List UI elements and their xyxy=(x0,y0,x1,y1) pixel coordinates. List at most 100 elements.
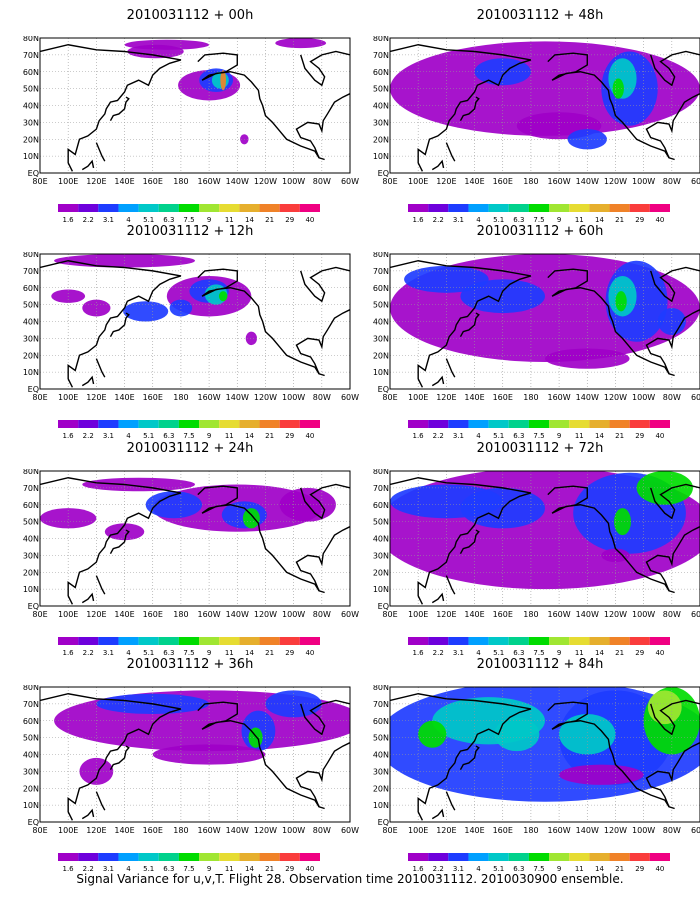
colorbar-swatch xyxy=(199,637,220,645)
coastline xyxy=(40,477,350,605)
colorbar: 1.6 2.2 3.1 4 5.1 6.3 7.5 9 11 14 21 29 40 xyxy=(58,853,320,873)
longitude-label: 160W xyxy=(547,393,570,402)
colorbar-level-label: 9 xyxy=(207,649,211,657)
longitude-label: 160E xyxy=(493,393,513,402)
colorbar: 1.6 2.2 3.1 4 5.1 6.3 7.5 9 11 14 21 29 40 xyxy=(58,420,320,440)
colorbar-swatch xyxy=(78,420,99,428)
longitude-label: 180 xyxy=(523,826,538,835)
map-gridlines xyxy=(390,687,700,822)
colorbar-level-label: 6.3 xyxy=(163,649,174,657)
latitude-label: EQ xyxy=(378,602,389,611)
colorbar-level-label: 1.6 xyxy=(413,649,425,657)
latitude-label: 80N xyxy=(23,36,39,43)
colorbar-swatch xyxy=(299,853,320,861)
longitude-label: 140E xyxy=(114,610,134,619)
map-gridlines xyxy=(390,471,700,606)
longitude-label: 80E xyxy=(32,393,47,402)
colorbar-level-label: 9 xyxy=(557,432,561,440)
forecast-panel: 2010031112 + 24h 80N 70N 60N 50N 40N 30N 20N 10N… xyxy=(20,441,360,659)
colorbar-swatch xyxy=(219,420,240,428)
longitude-label: 80E xyxy=(32,610,47,619)
colorbar-level-label: 1.6 xyxy=(63,649,75,657)
colorbar-swatch xyxy=(589,853,610,861)
colorbar-swatch xyxy=(488,420,509,428)
colorbar-level-label: 40 xyxy=(655,649,664,657)
longitude-label: 80W xyxy=(663,177,681,186)
longitude-label: 120E xyxy=(86,826,106,835)
longitude-label: 120E xyxy=(86,610,106,619)
forecast-panel: 2010031112 + 12h 80N 70N 60N 50N 40N 30N 20N 10N… xyxy=(20,224,360,442)
colorbar-level-label: 5.1 xyxy=(143,649,154,657)
longitude-label: 140W xyxy=(226,393,249,402)
colorbar-swatch xyxy=(528,853,550,861)
longitude-label: 140E xyxy=(464,610,484,619)
colorbar-level-label: 40 xyxy=(305,216,314,224)
colorbar-level-label: 2.2 xyxy=(83,216,94,224)
longitude-label: 100E xyxy=(408,393,428,402)
longitude-label: 140W xyxy=(226,826,249,835)
latitude-label: 50N xyxy=(373,301,389,310)
latitude-label: 30N xyxy=(23,551,39,560)
colorbar-level-label: 11 xyxy=(575,865,584,873)
colorbar-swatch xyxy=(98,420,119,428)
latitude-label: EQ xyxy=(28,818,39,827)
longitude-label: 80W xyxy=(663,826,681,835)
colorbar-swatch xyxy=(528,204,550,212)
colorbar-swatch xyxy=(178,637,200,645)
latitude-label: 30N xyxy=(23,767,39,776)
colorbar-level-label: 4 xyxy=(126,865,131,873)
longitude-label: 160W xyxy=(197,177,220,186)
colorbar-swatch xyxy=(508,420,529,428)
latitude-label: 80N xyxy=(23,469,39,476)
colorbar-level-label: 14 xyxy=(245,216,254,224)
latitude-label: 30N xyxy=(373,767,389,776)
latitude-label: 20N xyxy=(23,351,39,360)
variance-field xyxy=(40,477,336,541)
latitude-label: 70N xyxy=(373,51,389,60)
colorbar-level-label: 21 xyxy=(265,865,274,873)
colorbar-level-label: 7.5 xyxy=(533,216,544,224)
colorbar-level-label: 7.5 xyxy=(533,649,544,657)
colorbar-swatch xyxy=(239,204,260,212)
latitude-label: 30N xyxy=(23,118,39,127)
colorbar-swatch xyxy=(158,853,179,861)
latitude-label: EQ xyxy=(378,385,389,394)
colorbar-swatch xyxy=(58,637,79,645)
colorbar-swatch xyxy=(549,420,570,428)
coastline xyxy=(390,693,700,821)
latitude-label: 70N xyxy=(23,51,39,60)
colorbar-swatch xyxy=(468,204,489,212)
latitude-label: 70N xyxy=(373,267,389,276)
colorbar-level-label: 1.6 xyxy=(63,432,75,440)
colorbar-swatch xyxy=(279,637,300,645)
longitude-label: 160E xyxy=(143,393,163,402)
colorbar-swatch xyxy=(239,853,260,861)
colorbar-swatch xyxy=(589,637,610,645)
latitude-label: 70N xyxy=(23,267,39,276)
latitude-label: 80N xyxy=(373,685,389,692)
latitude-label: 50N xyxy=(23,518,39,527)
colorbar-swatch xyxy=(158,420,179,428)
colorbar-level-label: 7.5 xyxy=(183,432,194,440)
latitude-label: 60N xyxy=(373,284,389,293)
latitude-label: EQ xyxy=(28,385,39,394)
longitude-label: 120E xyxy=(436,610,456,619)
colorbar-swatch xyxy=(468,853,489,861)
variance-contour xyxy=(636,471,693,505)
latitude-label: 20N xyxy=(23,784,39,793)
longitude-label: 80W xyxy=(663,610,681,619)
latitude-label: 80N xyxy=(373,36,389,43)
colorbar-swatch xyxy=(569,637,590,645)
colorbar-swatch xyxy=(98,637,119,645)
latitude-label: 10N xyxy=(23,585,39,594)
longitude-label: 120E xyxy=(436,826,456,835)
latitude-label: 40N xyxy=(373,318,389,327)
latitude-label: 40N xyxy=(373,535,389,544)
longitude-label: 160W xyxy=(197,826,220,835)
colorbar-swatch xyxy=(408,853,429,861)
colorbar-level-label: 3.1 xyxy=(103,865,114,873)
colorbar-swatch xyxy=(78,204,99,212)
colorbar-level-label: 40 xyxy=(305,649,314,657)
colorbar-level-label: 11 xyxy=(575,216,584,224)
